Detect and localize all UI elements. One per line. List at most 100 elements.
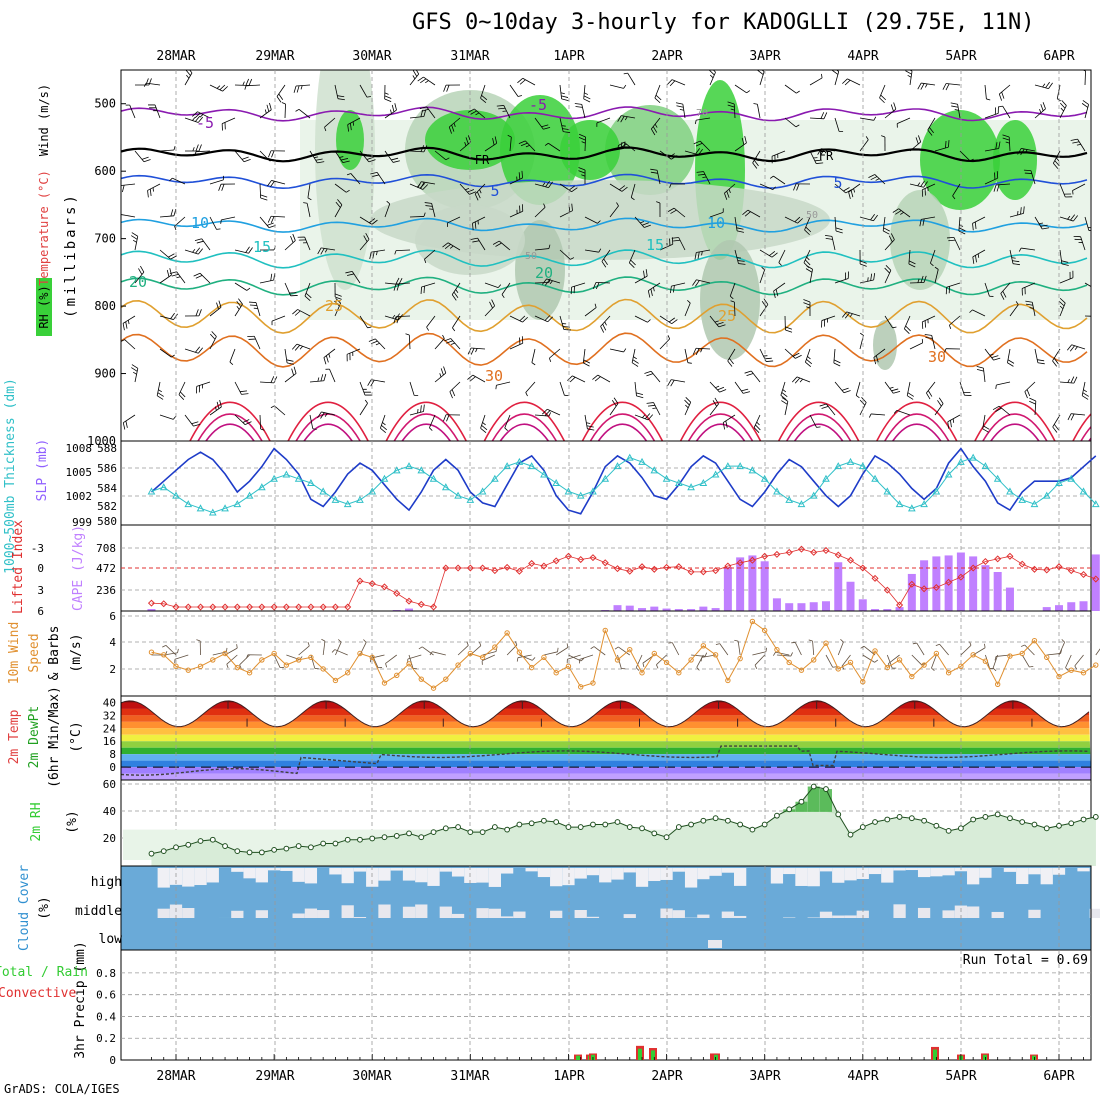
cloud-middle <box>157 908 170 918</box>
wind-barb <box>897 117 911 124</box>
wind-barb <box>761 266 765 271</box>
thickness-marker <box>233 500 242 508</box>
wind-barb <box>942 83 947 90</box>
wind-barb <box>778 249 786 263</box>
wind-barb <box>984 113 999 119</box>
wind-barb <box>420 78 427 84</box>
wind-barb <box>198 248 203 255</box>
wind-barb <box>921 216 936 220</box>
wind-barb <box>621 115 636 119</box>
wind-barb <box>753 160 759 167</box>
x-date-label-top: 31MAR <box>450 49 489 64</box>
wind-barb <box>642 663 645 668</box>
wind-barb <box>274 405 286 416</box>
wind-barb <box>603 258 608 265</box>
wind-barb <box>831 236 836 251</box>
wind-barb <box>1000 282 1011 294</box>
wind-barb <box>882 230 890 235</box>
wind-barb <box>1007 348 1011 363</box>
wind-barb <box>571 282 586 288</box>
wind-barb <box>434 150 447 161</box>
wind-barb <box>309 150 318 164</box>
wind-barb <box>796 376 811 383</box>
wind-barb <box>474 183 486 195</box>
wind-barb <box>835 70 839 72</box>
wind-speed-marker <box>847 659 854 666</box>
wind-barb <box>359 642 367 656</box>
wind-barb <box>1083 389 1088 393</box>
wind-barb <box>334 183 347 193</box>
wind-barb <box>273 654 281 668</box>
precip-tick: 0.4 <box>96 1010 116 1023</box>
wind-barb <box>209 307 222 317</box>
thickness-tick: 588 <box>97 442 117 455</box>
wind-barb <box>884 270 892 284</box>
wind-barb <box>549 280 553 285</box>
wind-barb <box>219 400 222 407</box>
wind-barb <box>309 380 324 383</box>
wind-barb <box>947 421 950 429</box>
wind-barb <box>755 424 761 431</box>
lifted-index-marker <box>712 567 720 575</box>
wind-barb <box>795 124 800 128</box>
wind-barb <box>260 197 268 201</box>
wind-barb <box>673 285 675 293</box>
wind-barb <box>794 216 801 223</box>
wind-barb <box>893 102 897 110</box>
wind-barb <box>329 368 336 383</box>
wind-barb <box>323 357 327 365</box>
wind-barb <box>613 397 619 404</box>
isotherm-label: 25 <box>325 297 343 315</box>
thickness-marker <box>319 487 328 495</box>
wind-barb <box>466 641 469 646</box>
wind-barb <box>149 188 152 197</box>
x-date-label-top: 28MAR <box>156 49 195 64</box>
wind-barb <box>1071 413 1086 416</box>
wind-axis-label-4: (m/s) <box>69 633 84 672</box>
wind-barb <box>248 78 253 86</box>
lifted-index-marker <box>650 565 658 573</box>
temp-tick: 0 <box>109 761 116 774</box>
wind-axis-label: Wind (m/s) <box>37 84 51 156</box>
cape-bar <box>613 605 622 611</box>
wind-barb <box>650 171 658 174</box>
wind-speed-marker <box>357 650 363 657</box>
wind-barb <box>946 83 961 86</box>
lifted-index-marker <box>368 580 376 588</box>
wind-barb <box>753 103 758 105</box>
wind-barb <box>412 70 418 77</box>
wind-barb <box>384 92 389 95</box>
wind-barb <box>266 104 270 112</box>
wind-speed-marker <box>712 652 719 658</box>
wind-barb <box>1084 70 1086 86</box>
wind-barb <box>363 235 368 242</box>
cloud-high <box>648 868 661 882</box>
wind-barb <box>337 199 343 206</box>
wind-barb <box>780 395 787 400</box>
wind-barb <box>601 261 607 268</box>
wind-barb <box>124 339 136 350</box>
wind-barb <box>1065 654 1072 668</box>
wind-barb <box>211 331 217 337</box>
wind-barb <box>609 148 624 152</box>
rh-marker <box>859 824 866 830</box>
isotherm-line <box>189 401 271 441</box>
wind-barb <box>157 392 164 397</box>
y-tick-label: 900 <box>94 367 116 381</box>
wind-barb <box>271 180 286 185</box>
wind-barb <box>993 357 1001 361</box>
wind-barb <box>875 178 880 181</box>
wind-speed-marker <box>210 657 216 663</box>
wind-barb <box>469 376 476 382</box>
lifted-index-marker <box>515 567 523 575</box>
wind-barb <box>934 403 944 416</box>
wind-barb <box>442 242 449 248</box>
cloud-middle <box>304 908 318 918</box>
wind-barb <box>656 664 659 669</box>
wind-barb <box>1012 260 1020 263</box>
wind-barb <box>609 84 624 89</box>
wind-barb <box>734 381 744 394</box>
isotherm-label: 5 <box>833 174 842 192</box>
wind-barb <box>920 83 925 90</box>
temp-axis-label-3: (6hr Min/Max) <box>47 686 62 788</box>
